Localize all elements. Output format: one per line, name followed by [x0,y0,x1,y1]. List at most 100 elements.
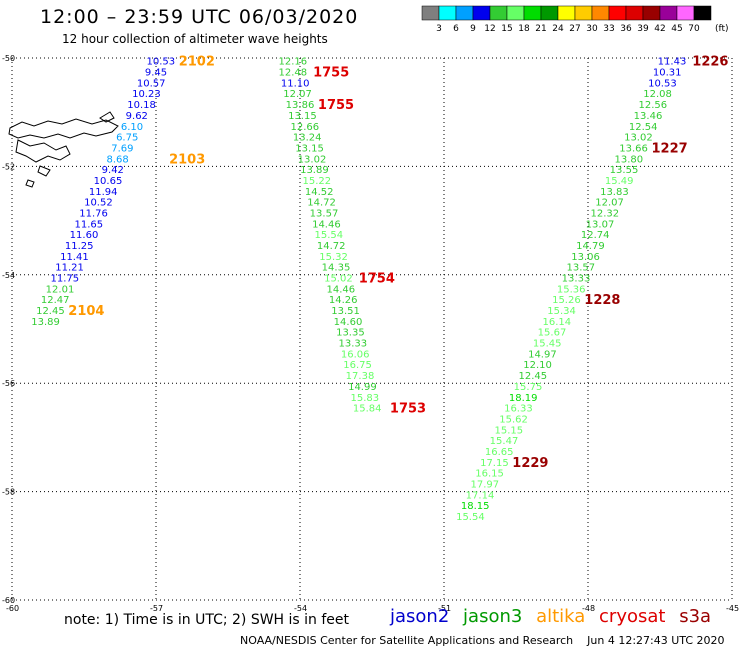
swh-value: 13.07 [586,219,615,230]
swh-value: 9.62 [126,111,148,122]
swh-value: 15.32 [319,252,348,263]
swh-value: 12.56 [638,100,667,111]
swh-value: 12.48 [278,68,307,79]
swh-value: 15.49 [605,176,634,187]
credit-line: NOAA/NESDIS Center for Satellite Applica… [240,634,725,647]
swh-value: 14.72 [307,198,336,209]
swh-value: 15.47 [490,436,519,447]
pass-time-label: 2102 [179,55,215,70]
x-tick-label: -60 [6,604,19,613]
swh-value: 14.46 [312,219,341,230]
legend-swatch [506,5,525,21]
pass-time-label: 1753 [390,402,426,417]
y-tick-label: -54 [2,271,15,280]
credit-text: NOAA/NESDIS Center for Satellite Applica… [240,634,574,647]
sat-altika: altika [536,606,586,627]
legend-swatch [659,5,678,21]
swh-value: 12.07 [595,198,624,209]
swh-values: 10.539.4510.5710.2310.189.626.106.757.69… [31,57,686,523]
legend-swatch [421,5,440,21]
swh-value: 10.53 [146,57,175,68]
pass-time-label: 2103 [169,152,205,167]
swh-value: 14.26 [329,295,358,306]
swh-value: 11.94 [89,187,118,198]
swh-value: 15.67 [538,328,567,339]
swh-value: 13.83 [600,187,629,198]
x-tick-label: -57 [150,604,163,613]
swh-value: 12.54 [629,122,658,133]
legend-unit: (ft) [715,24,729,34]
swh-value: 14.99 [348,382,377,393]
swh-value: 13.06 [571,252,600,263]
swh-value: 12.32 [590,208,619,219]
swh-value: 14.46 [326,284,355,295]
swh-value: 9.42 [102,165,124,176]
swh-value: 13.46 [634,111,663,122]
swh-value: 11.21 [55,263,84,274]
legend-bin-label: 27 [569,24,580,34]
falkland-islands-coastline [8,111,119,188]
swh-value: 11.60 [70,230,99,241]
legend-swatch [557,5,576,21]
legend-swatch [608,5,627,21]
swh-value: 11.65 [74,219,103,230]
legend-bin-label: 9 [470,24,476,34]
swh-value: 13.80 [614,154,643,165]
pass-time-label: 1229 [512,456,548,471]
chart-subtitle: 12 hour collection of altimeter wave hei… [62,32,328,46]
chart-title: 12:00 – 23:59 UTC 06/03/2020 [40,6,359,28]
swh-value: 11.25 [65,241,94,252]
y-tick-label: -50 [2,54,15,63]
swh-value: 10.18 [127,100,156,111]
timestamp: Jun 4 12:27:43 UTC 2020 [587,634,725,647]
swh-value: 13.89 [31,317,60,328]
legend-swatch [438,5,457,21]
legend-bin-label: 36 [620,24,632,34]
swh-value: 16.15 [475,469,504,480]
swh-value: 15.45 [533,339,562,350]
legend-bin-label: 70 [688,24,700,34]
swh-value: 15.75 [514,382,543,393]
legend-bin-label: 6 [453,24,459,34]
legend-bin-label: 12 [484,24,495,34]
legend-bin-label: 39 [637,24,649,34]
pass-time-label: 1754 [359,272,395,287]
swh-value: 13.33 [338,339,367,350]
swh-value: 15.02 [324,274,353,285]
swh-value: 13.86 [286,100,315,111]
swh-value: 16.14 [542,317,571,328]
swh-value: 17.97 [470,479,499,490]
swh-value: 11.75 [50,274,79,285]
swh-value: 14.35 [322,263,351,274]
swh-value: 6.10 [121,122,143,133]
legend-swatch [591,5,610,21]
swh-value: 16.33 [504,404,533,415]
swh-value: 12.16 [278,57,307,68]
swh-value: 7.69 [111,143,133,154]
swh-value: 10.52 [84,198,113,209]
y-tick-label: -58 [2,488,15,497]
swh-value: 13.57 [566,263,595,274]
swh-value: 16.75 [343,360,372,371]
pass-time-label: 1227 [652,141,688,156]
map-grid [11,57,733,601]
swh-value: 12.66 [290,122,319,133]
x-tick-label: -45 [726,604,739,613]
swh-value: 12.47 [41,295,70,306]
pass-time-label: 1755 [318,98,354,113]
swh-value: 12.01 [46,284,75,295]
legend-swatch [489,5,508,21]
swh-value: 10.53 [648,78,677,89]
swh-value: 11.10 [281,78,310,89]
swh-value: 10.57 [137,78,166,89]
y-tick-label: -60 [2,596,15,605]
legend-bin-label: 21 [535,24,546,34]
legend-swatch [455,5,474,21]
swh-value: 14.52 [305,187,334,198]
swh-value: 13.15 [295,143,324,154]
sat-jason3: jason3 [463,606,523,627]
x-tick-label: -51 [438,604,451,613]
swh-value: 10.65 [94,176,123,187]
legend-bin-label: 33 [603,24,614,34]
y-tick-label: -56 [2,379,15,388]
